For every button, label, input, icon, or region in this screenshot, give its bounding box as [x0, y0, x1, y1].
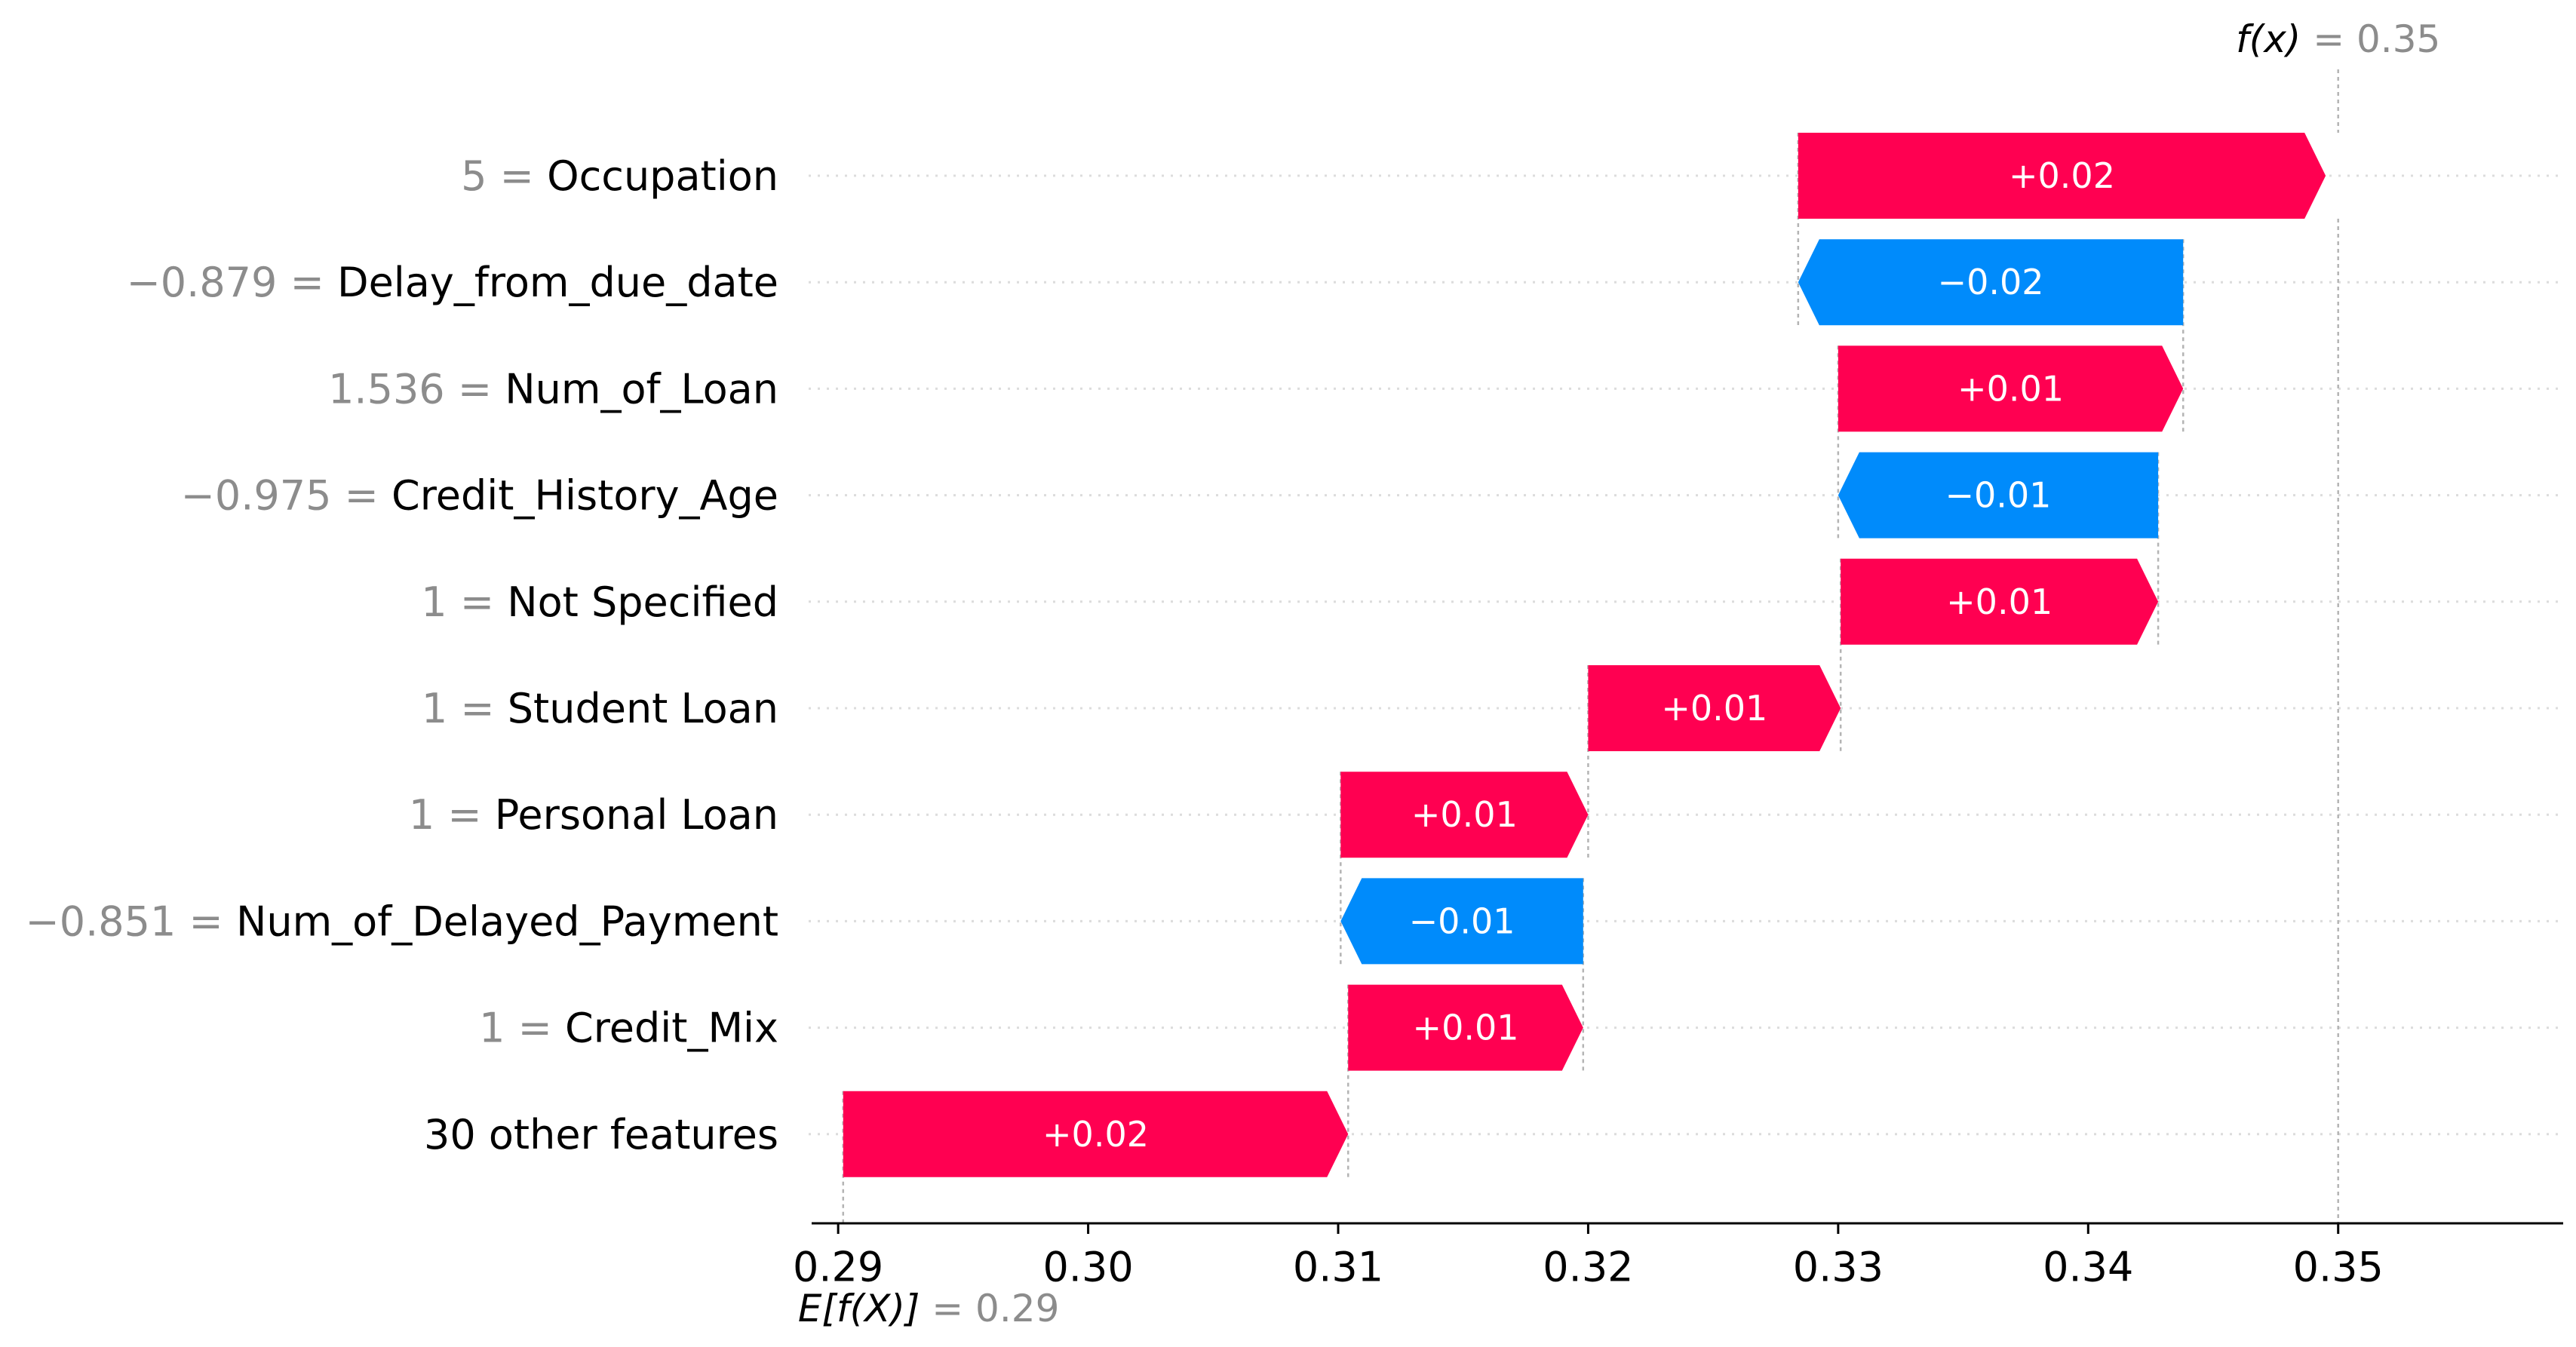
feature-label: −0.851 = Num_of_Delayed_Payment — [26, 897, 778, 945]
feature-value: −0.879 = — [127, 259, 337, 306]
bar-value-label: +0.02 — [2009, 155, 2115, 196]
waterfall-bar — [1838, 345, 2184, 432]
feature-name: Student Loan — [508, 685, 778, 732]
base-value-label: E[f(X)] = 0.29 — [798, 1287, 1060, 1330]
x-tick-label: 0.34 — [2043, 1244, 2133, 1291]
feature-name: Not Specified — [507, 578, 778, 625]
bar-value-label: +0.02 — [1042, 1114, 1149, 1155]
bar-value-label: +0.01 — [1411, 794, 1518, 835]
waterfall-bar — [1340, 772, 1589, 858]
feature-name: Personal Loan — [495, 791, 778, 839]
feature-label: 1.536 = Num_of_Loan — [328, 365, 778, 413]
x-tick-label: 0.29 — [793, 1244, 883, 1291]
x-tick-label: 0.31 — [1293, 1244, 1383, 1291]
feature-name: Occupation — [547, 152, 778, 200]
x-tick-label: 0.35 — [2293, 1244, 2384, 1291]
feature-value: −0.975 = — [181, 471, 391, 519]
bar-value-label: −0.01 — [1409, 901, 1515, 941]
waterfall-bar — [1340, 878, 1583, 965]
bars-layer: +0.02 −0.02 +0.01 −0.01 +0.01 +0.01 +0.01 −0.01… — [843, 133, 2326, 1177]
feature-name: Num_of_Loan — [505, 365, 778, 413]
feature-value: −0.851 = — [26, 897, 236, 945]
output-value-label: f(x) = 0.35 — [2236, 17, 2440, 61]
x-tick-label: 0.30 — [1042, 1244, 1133, 1291]
x-axis: f(x) = 0.35 0.29 0.30 0.31 0.32 0.33 0.34 0.35 E… — [793, 17, 2563, 1330]
feature-name: 30 other features — [424, 1110, 778, 1158]
feature-name: Credit_History_Age — [391, 471, 778, 519]
feature-value: 1 = — [422, 685, 508, 732]
feature-label: 1 = Not Specified — [421, 578, 778, 625]
waterfall-bar — [843, 1091, 1349, 1177]
feature-label: 1 = Personal Loan — [409, 791, 778, 839]
grid-layer — [809, 174, 2563, 1136]
feature-name: Delay_from_due_date — [337, 259, 778, 306]
waterfall-bar — [1841, 558, 2159, 645]
feature-label: 1 = Credit_Mix — [479, 1004, 778, 1051]
waterfall-bar — [1348, 984, 1583, 1071]
bar-value-label: +0.01 — [1413, 1008, 1519, 1048]
x-tick-label: 0.33 — [1793, 1244, 1884, 1291]
waterfall-bar — [1798, 133, 2326, 219]
feature-value: 1.536 = — [328, 365, 505, 413]
waterfall-bar — [1588, 665, 1841, 751]
bar-value-label: −0.02 — [1938, 262, 2044, 302]
feature-labels-layer: 5 = Occupation −0.879 = Delay_from_due_da… — [26, 152, 778, 1158]
feature-value: 1 = — [409, 791, 495, 839]
feature-value: 1 = — [479, 1004, 565, 1051]
waterfall-bar — [1798, 239, 2184, 326]
x-tick-label: 0.32 — [1543, 1244, 1633, 1291]
bar-value-label: −0.01 — [1945, 475, 2051, 516]
bar-value-label: +0.01 — [1661, 688, 1767, 729]
bar-value-label: +0.01 — [1957, 368, 2064, 409]
feature-name: Num_of_Delayed_Payment — [236, 897, 778, 945]
feature-value: 5 = — [461, 152, 547, 200]
feature-label: 1 = Student Loan — [422, 685, 778, 732]
feature-label: 5 = Occupation — [461, 152, 778, 200]
feature-label: −0.879 = Delay_from_due_date — [127, 259, 778, 306]
feature-name: Credit_Mix — [565, 1004, 778, 1051]
feature-value: 1 = — [421, 578, 507, 625]
bar-value-label: +0.01 — [1946, 581, 2053, 622]
feature-label: 30 other features — [424, 1110, 778, 1158]
feature-label: −0.975 = Credit_History_Age — [181, 471, 778, 519]
waterfall-bar — [1838, 452, 2159, 538]
